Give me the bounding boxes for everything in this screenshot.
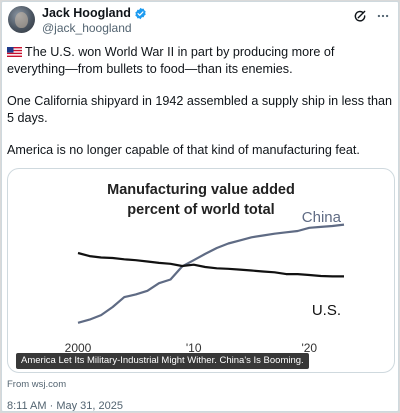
header-actions bbox=[353, 9, 390, 23]
tweet-header: Jack Hoogland @jack_hoogland bbox=[2, 2, 398, 42]
link-source[interactable]: From wsj.com bbox=[7, 379, 67, 390]
paragraph-1-text: The U.S. won World War II in part by pro… bbox=[7, 45, 335, 76]
verified-badge-icon[interactable] bbox=[134, 7, 147, 20]
chart: Manufacturing value added percent of wor… bbox=[65, 182, 345, 355]
grok-icon[interactable] bbox=[353, 9, 367, 23]
display-name[interactable]: Jack Hoogland bbox=[42, 6, 131, 20]
series-label-china: China bbox=[302, 209, 342, 226]
chart-title: Manufacturing value added bbox=[107, 182, 295, 198]
us-flag-emoji bbox=[7, 45, 22, 57]
handle[interactable]: @jack_hoogland bbox=[42, 21, 132, 35]
name-row: Jack Hoogland bbox=[42, 6, 147, 20]
us-series-line bbox=[77, 251, 344, 278]
china-series-line bbox=[77, 223, 345, 324]
x-tick-label: '20 bbox=[301, 341, 317, 355]
x-tick-label: '10 bbox=[186, 341, 202, 355]
tweet-paragraph-1: The U.S. won World War II in part by pro… bbox=[7, 44, 395, 78]
chart-subtitle: percent of world total bbox=[127, 202, 274, 218]
tweet-text: The U.S. won World War II in part by pro… bbox=[7, 44, 395, 174]
x-tick-label: 2000 bbox=[65, 341, 92, 355]
more-options-icon[interactable] bbox=[376, 9, 390, 23]
timestamp[interactable]: 8:11 AM · May 31, 2025 bbox=[7, 400, 123, 412]
avatar[interactable] bbox=[8, 6, 35, 33]
series-layer bbox=[77, 223, 345, 324]
x-axis-ticks: 2000 '10 '20 bbox=[65, 341, 318, 355]
series-label-us: U.S. bbox=[312, 302, 341, 319]
tweet-paragraph-3: America is no longer capable of that kin… bbox=[7, 143, 360, 157]
media-caption: America Let Its Military-Industrial Migh… bbox=[16, 353, 309, 369]
media-card[interactable]: Manufacturing value added percent of wor… bbox=[7, 168, 395, 373]
tweet-paragraph-2: One California shipyard in 1942 assemble… bbox=[7, 94, 393, 125]
